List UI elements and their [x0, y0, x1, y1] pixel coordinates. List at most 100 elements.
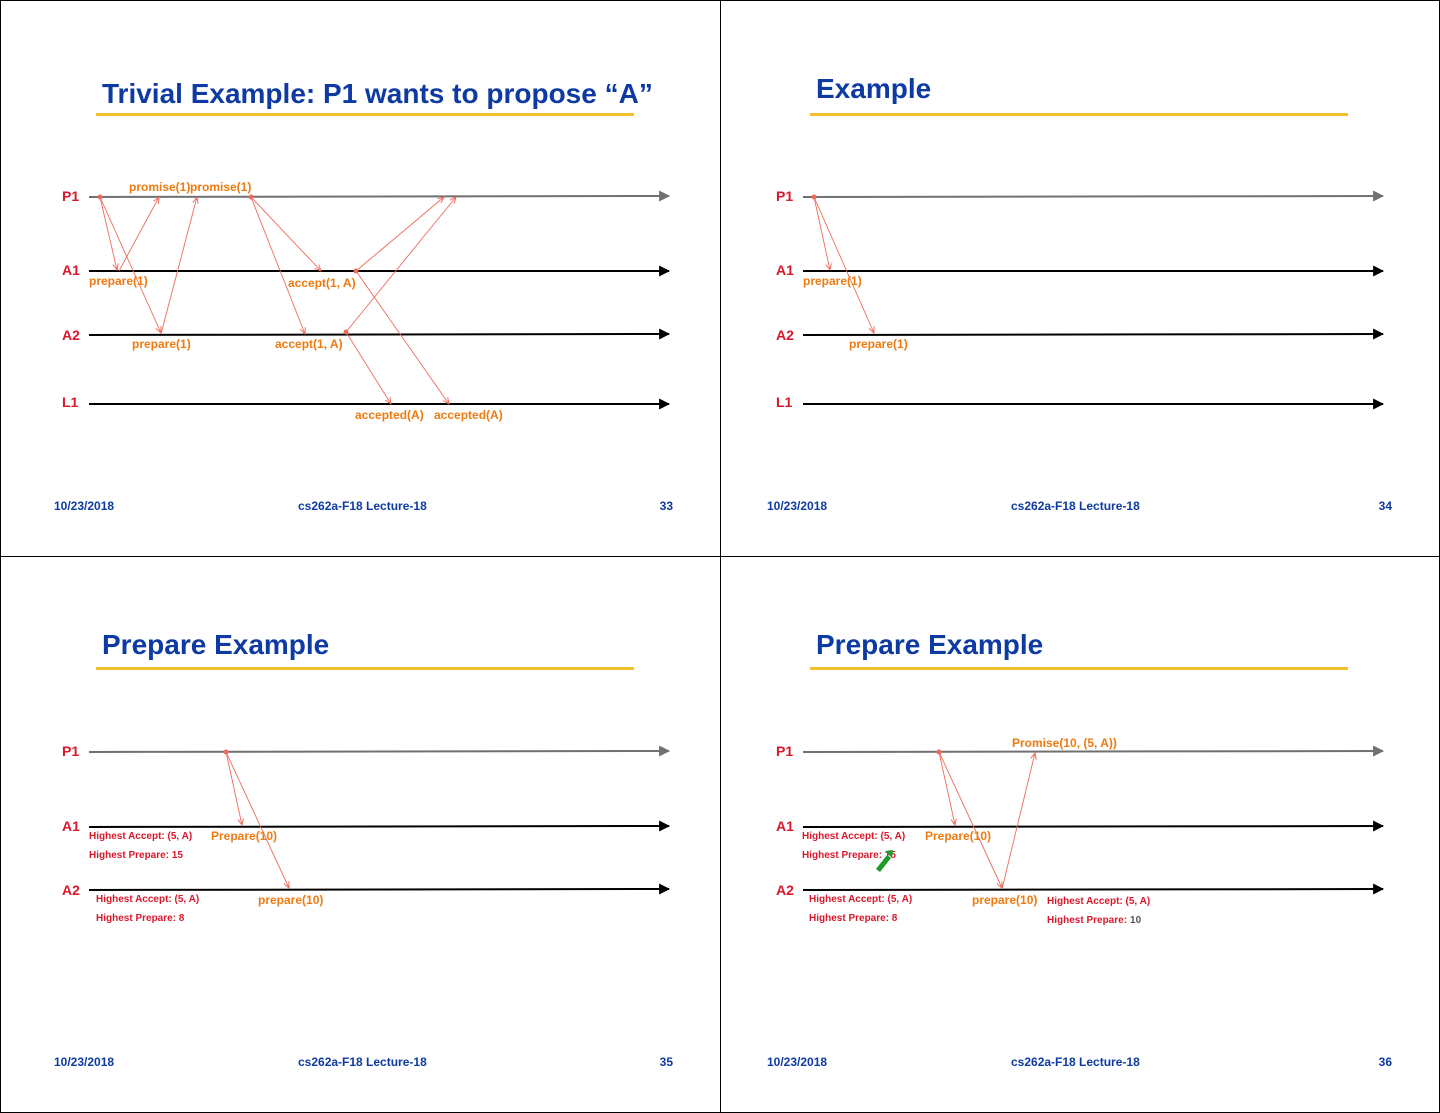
message-label-prepare: prepare(1)	[132, 337, 191, 351]
a2-highest-prepare: Highest Prepare: 8	[96, 913, 185, 924]
arrow-accept-p1-a2	[250, 196, 305, 334]
a2-timeline	[88, 883, 671, 895]
process-label-a1: A1	[62, 818, 80, 834]
slide-36: Prepare Example P1 A1 A2 Promise(10, (5,…	[720, 556, 1440, 1113]
process-label-a2: A2	[776, 882, 794, 898]
arrow-prepare-p1-a1	[938, 751, 955, 825]
p1-timeline	[88, 190, 671, 202]
footer-course: cs262a-F18 Lecture-18	[298, 499, 427, 513]
p1-timeline	[802, 745, 1385, 757]
slide-35: Prepare Example P1 A1 A2 Prepare(10) pre…	[0, 556, 721, 1113]
a2-highest-accept: Highest Accept: (5, A)	[96, 894, 199, 905]
arrow-promise-a2-p1	[1001, 753, 1035, 890]
arrow-promise-a1-p1	[118, 197, 159, 272]
process-label-l1: L1	[776, 394, 793, 410]
a1-timeline	[88, 820, 671, 832]
a2-new-highest-accept: Highest Accept: (5, A)	[1047, 896, 1150, 907]
event-dot	[936, 749, 942, 755]
footer-page-number: 36	[1378, 1055, 1392, 1069]
p1-timeline	[802, 190, 1385, 202]
slide-title: Trivial Example: P1 wants to propose “A”	[102, 78, 653, 109]
message-label-prepare: Prepare(10)	[211, 829, 277, 843]
message-label-promise: Promise(10, (5, A))	[1012, 736, 1117, 750]
a1-highest-accept: Highest Accept: (5, A)	[89, 831, 192, 842]
a1-highest-prepare: Highest Prepare: 15	[802, 850, 896, 861]
title-underline	[96, 113, 634, 116]
message-label-promise: promise(1)	[190, 180, 251, 194]
slide-34: Example P1 A1 A2 L1 prepare(1) prepare(1…	[720, 0, 1440, 557]
message-label-prepare: Prepare(10)	[925, 829, 991, 843]
arrow-prepare-p1-a2	[99, 196, 161, 333]
process-label-a2: A2	[62, 327, 80, 343]
a2-new-highest-prepare-value: 10	[1130, 915, 1142, 926]
message-label-accept: accept(1, A)	[275, 337, 343, 351]
message-label-prepare: prepare(1)	[89, 274, 148, 288]
arrow-prepare-p1-a2	[225, 751, 289, 888]
event-dot	[353, 268, 359, 274]
arrow-prepare-p1-a1	[225, 751, 242, 825]
a2-timeline	[88, 328, 671, 340]
arrow-prepare-p1-a2	[938, 751, 1002, 888]
title-underline	[810, 113, 1348, 116]
message-diagram: P1 A1 A2 Prepare(10) prepare(10) Highest…	[62, 743, 671, 924]
arrow-prepare-p1-a1	[813, 196, 830, 270]
arrow-promise-a2-p1	[160, 197, 197, 335]
a2-new-highest-prepare: Highest Prepare: 10	[1047, 915, 1142, 926]
slide-33: Trivial Example: P1 wants to propose “A”…	[0, 0, 721, 557]
footer-course: cs262a-F18 Lecture-18	[1011, 1055, 1140, 1069]
a2-timeline	[802, 328, 1385, 340]
process-label-a1: A1	[776, 818, 794, 834]
event-dot	[248, 194, 254, 200]
process-label-p1: P1	[62, 188, 79, 204]
a2-new-highest-prepare-label: Highest Prepare:	[1047, 915, 1127, 926]
message-diagram: P1 A1 A2 L1 promise(1) promise(1) prepar…	[62, 180, 671, 422]
process-label-p1: P1	[776, 743, 793, 759]
process-label-a1: A1	[62, 262, 80, 278]
a1-highest-accept: Highest Accept: (5, A)	[802, 831, 905, 842]
message-label-prepare: prepare(1)	[849, 337, 908, 351]
message-label-prepare: prepare(10)	[972, 893, 1037, 907]
p1-timeline	[88, 745, 671, 757]
footer-date: 10/23/2018	[54, 499, 115, 513]
title-underline	[810, 667, 1348, 670]
arrow-accepted-a1-p1	[355, 197, 444, 272]
arrow-prepare-p1-a1	[99, 196, 117, 270]
footer-date: 10/23/2018	[767, 1055, 828, 1069]
footer-page-number: 33	[659, 499, 673, 513]
footer-page-number: 34	[1378, 499, 1392, 513]
footer-course: cs262a-F18 Lecture-18	[1011, 499, 1140, 513]
slide-title: Example	[816, 73, 932, 104]
footer-page-number: 35	[659, 1055, 673, 1069]
process-label-a2: A2	[62, 882, 80, 898]
process-label-a1: A1	[776, 262, 794, 278]
slide-title: Prepare Example	[816, 629, 1044, 660]
a2-highest-accept: Highest Accept: (5, A)	[809, 894, 912, 905]
arrow-accepted-a2-l1	[345, 331, 391, 404]
process-label-a2: A2	[776, 327, 794, 343]
message-label-accepted: accepted(A)	[434, 408, 503, 422]
process-label-p1: P1	[776, 188, 793, 204]
event-dot	[811, 194, 817, 200]
event-dot	[97, 194, 103, 200]
arrow-accepted-a2-p1	[345, 197, 456, 333]
a2-highest-prepare: Highest Prepare: 8	[809, 913, 898, 924]
arrow-accept-p1-a1	[250, 196, 321, 271]
message-diagram: P1 A1 A2 L1 prepare(1) prepare(1)	[776, 188, 1385, 410]
a2-timeline	[802, 883, 1385, 895]
event-dot	[343, 329, 349, 335]
message-label-prepare: prepare(1)	[803, 274, 862, 288]
message-label-accepted: accepted(A)	[355, 408, 424, 422]
footer-date: 10/23/2018	[54, 1055, 115, 1069]
message-label-promise: promise(1)	[129, 180, 190, 194]
message-label-prepare: prepare(10)	[258, 893, 323, 907]
green-pointer-icon	[876, 850, 893, 872]
title-underline	[96, 667, 634, 670]
slide-title: Prepare Example	[102, 629, 330, 660]
process-label-l1: L1	[62, 394, 79, 410]
message-label-accept: accept(1, A)	[288, 276, 356, 290]
footer-date: 10/23/2018	[767, 499, 828, 513]
message-diagram: P1 A1 A2 Promise(10, (5, A)) Prepare(10)…	[776, 736, 1385, 926]
event-dot	[223, 749, 229, 755]
a1-highest-prepare: Highest Prepare: 15	[89, 850, 183, 861]
arrow-prepare-p1-a2	[813, 196, 874, 333]
